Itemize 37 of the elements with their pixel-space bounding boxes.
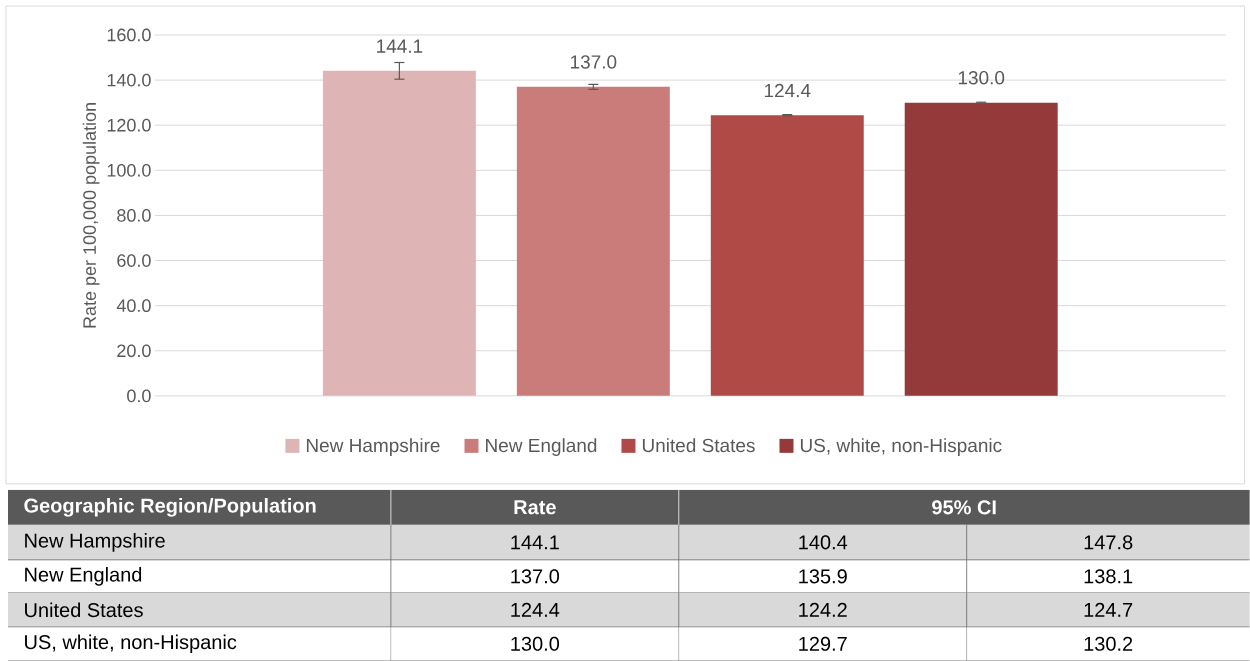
data-label: 130.0 — [958, 70, 1005, 85]
y-tick-label: 60.0 — [117, 254, 151, 267]
text: 130.0 — [511, 636, 560, 651]
text: 137.0 — [511, 569, 560, 584]
legend-label: US, white, non-Hispanic — [800, 438, 1002, 456]
data-label: 144.1 — [377, 39, 423, 53]
text: 129.7 — [799, 636, 847, 651]
legend-label: New Hampshire — [306, 438, 440, 456]
text: 95% CI — [932, 500, 996, 515]
text: Geographic Region/Population — [24, 497, 316, 517]
y-axis-title: Rate per 100,000 population — [82, 103, 100, 328]
y-tick-label: 20.0 — [117, 344, 151, 358]
data-label: 124.4 — [764, 83, 811, 97]
text: 130.2 — [1084, 636, 1133, 651]
y-tick-label: 160.0 — [107, 28, 151, 42]
y-tick-label: 100.0 — [107, 163, 151, 177]
text: 140.4 — [799, 535, 848, 550]
text: United States — [25, 602, 143, 618]
y-tick-label: 120.0 — [107, 118, 151, 132]
text: 147.8 — [1084, 535, 1133, 550]
text: 124.2 — [799, 602, 847, 617]
legend-label: New England — [486, 438, 597, 456]
y-tick-label: 40.0 — [116, 299, 151, 312]
legend-label: United States — [642, 438, 755, 453]
text: 135.9 — [799, 569, 847, 584]
text: New Hampshire — [25, 532, 165, 552]
text: 124.4 — [511, 602, 560, 617]
y-tick-label: 80.0 — [117, 208, 151, 222]
y-tick-label: 0.0 — [127, 389, 151, 403]
text: Rate — [514, 500, 556, 515]
text: 144.1 — [511, 535, 559, 550]
text: US, white, non-Hispanic — [25, 634, 237, 654]
text: 138.1 — [1084, 569, 1133, 584]
data-label: 137.0 — [570, 55, 617, 69]
y-tick-label: 140.0 — [107, 73, 151, 87]
text: 124.7 — [1084, 602, 1133, 617]
text: New England — [25, 566, 142, 586]
